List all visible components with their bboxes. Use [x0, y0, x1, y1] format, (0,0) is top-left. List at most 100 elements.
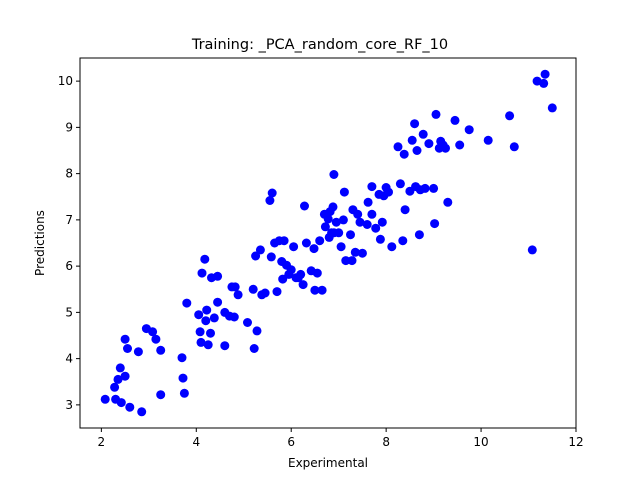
- y-axis-label: Predictions: [33, 210, 47, 276]
- data-point: [178, 373, 188, 383]
- data-point: [196, 337, 206, 347]
- data-point: [540, 69, 550, 79]
- data-point: [266, 252, 276, 262]
- data-point: [203, 340, 213, 350]
- plot-area: [79, 57, 577, 429]
- data-point: [289, 242, 299, 252]
- data-point: [509, 142, 519, 152]
- data-point: [334, 228, 344, 238]
- data-points: [100, 69, 557, 417]
- data-point: [125, 402, 135, 412]
- data-point: [464, 125, 474, 135]
- data-point: [195, 327, 205, 337]
- data-point: [201, 316, 211, 326]
- y-tick-label: 6: [65, 259, 73, 273]
- data-point: [393, 142, 403, 152]
- data-point: [398, 236, 408, 246]
- data-point: [375, 234, 385, 244]
- data-point: [353, 209, 363, 219]
- y-tick-label: 8: [65, 167, 73, 181]
- data-point: [420, 183, 430, 193]
- data-point: [455, 140, 465, 150]
- data-point: [410, 119, 420, 129]
- x-tick-label: 12: [568, 435, 583, 449]
- data-point: [387, 242, 397, 252]
- data-point: [367, 209, 377, 219]
- data-point: [115, 363, 125, 373]
- data-point: [414, 230, 424, 240]
- data-point: [350, 247, 360, 257]
- data-point: [347, 256, 357, 266]
- chart-title: Training: _PCA_random_core_RF_10: [191, 37, 448, 53]
- data-point: [267, 188, 277, 198]
- data-point: [377, 217, 387, 227]
- data-point: [371, 223, 381, 233]
- data-point: [317, 285, 327, 295]
- data-point: [363, 197, 373, 207]
- data-point: [156, 390, 166, 400]
- data-point: [133, 347, 143, 357]
- y-tick-label: 5: [65, 305, 73, 319]
- x-tick-label: 4: [192, 435, 200, 449]
- data-point: [137, 407, 147, 417]
- data-point: [197, 268, 207, 278]
- y-axis-ticks: 3 4 5 6 7 8 9 10: [58, 74, 80, 412]
- data-point: [367, 182, 377, 192]
- data-point: [443, 197, 453, 207]
- data-point: [400, 205, 410, 215]
- data-point: [429, 183, 439, 193]
- axes-frame: [79, 57, 577, 429]
- data-point: [336, 242, 346, 252]
- data-point: [113, 374, 123, 384]
- data-point: [298, 280, 308, 290]
- data-point: [312, 268, 322, 278]
- x-axis-label: Experimental: [288, 456, 368, 470]
- data-point: [310, 285, 320, 295]
- data-point: [120, 334, 130, 344]
- data-point: [407, 135, 417, 145]
- data-point: [309, 244, 319, 254]
- data-point: [357, 248, 367, 258]
- data-point: [200, 254, 210, 264]
- data-point: [148, 327, 158, 337]
- data-point: [547, 103, 557, 113]
- data-point: [243, 318, 252, 327]
- x-tick-label: 10: [473, 435, 488, 449]
- data-point: [209, 313, 219, 323]
- data-point: [430, 219, 440, 229]
- data-point: [116, 398, 126, 408]
- x-axis-ticks: 2 4 6 8 10 12: [98, 428, 584, 449]
- data-point: [194, 310, 204, 320]
- data-point: [424, 139, 434, 149]
- data-point: [123, 344, 132, 353]
- data-point: [110, 382, 120, 392]
- y-tick-label: 3: [65, 398, 73, 412]
- data-point: [177, 353, 187, 363]
- data-point: [278, 274, 288, 284]
- data-point: [301, 238, 311, 248]
- data-point: [233, 290, 243, 300]
- data-point: [384, 187, 393, 197]
- data-point: [220, 341, 230, 351]
- data-point: [213, 271, 223, 281]
- data-point: [120, 371, 130, 381]
- data-point: [229, 312, 239, 322]
- data-point: [213, 297, 223, 307]
- data-point: [100, 394, 110, 404]
- data-point: [355, 217, 365, 227]
- y-tick-label: 7: [65, 213, 73, 227]
- data-point: [255, 245, 265, 255]
- data-point: [260, 288, 270, 298]
- data-point: [338, 215, 348, 225]
- data-point: [286, 265, 296, 275]
- data-point: [279, 236, 289, 246]
- data-point: [331, 217, 341, 227]
- data-point: [230, 282, 240, 292]
- data-point: [505, 111, 515, 121]
- data-point: [315, 236, 325, 246]
- data-point: [341, 256, 351, 266]
- data-point: [248, 284, 258, 294]
- data-point: [450, 115, 460, 125]
- data-point: [249, 344, 259, 353]
